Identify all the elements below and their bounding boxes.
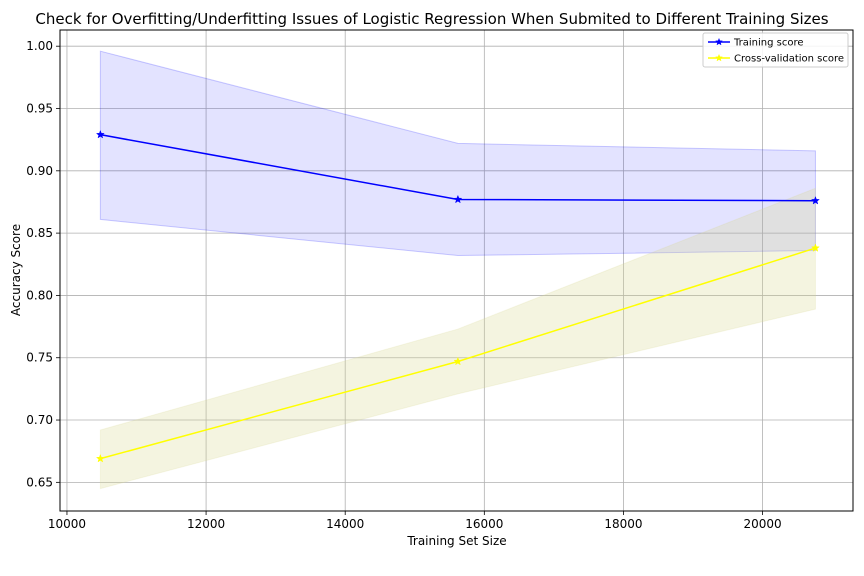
legend-marker-0 <box>714 37 724 46</box>
data-point-0 <box>95 129 105 139</box>
x-axis-label: Training Set Size <box>406 534 506 548</box>
x-tick-label: 18000 <box>604 517 642 531</box>
x-tick-label: 12000 <box>187 517 225 531</box>
x-tick-label: 14000 <box>326 517 364 531</box>
data-point-1 <box>95 453 105 463</box>
x-tick-label: 10000 <box>48 517 86 531</box>
y-tick-label: 0.75 <box>26 351 53 365</box>
y-tick-label: 0.80 <box>26 288 53 302</box>
series-lines <box>95 129 820 463</box>
band-1 <box>99 187 816 490</box>
data-point-1 <box>453 356 463 366</box>
plot-frame <box>59 29 854 512</box>
chart-title: Check for Overfitting/Underfitting Issue… <box>35 10 828 28</box>
x-tick-label: 20000 <box>743 517 781 531</box>
band-0 <box>99 50 816 257</box>
std-bands <box>99 50 816 490</box>
x-axis-ticks: 10000 12000 14000 16000 18000 20000 <box>48 511 782 531</box>
y-tick-label: 0.65 <box>26 475 53 489</box>
data-point-0 <box>810 196 820 205</box>
data-point-0 <box>453 194 463 204</box>
y-tick-label: 0.85 <box>26 226 53 240</box>
y-tick-label: 0.70 <box>26 413 53 427</box>
y-tick-label: 0.90 <box>26 164 53 178</box>
legend-box <box>702 32 849 68</box>
data-point-1 <box>810 243 820 252</box>
y-axis-ticks: 0.65 0.70 0.75 0.80 0.85 0.90 0.95 1.00 <box>26 39 60 489</box>
y-axis-label: Accuracy Score <box>9 224 23 316</box>
y-tick-label: 0.95 <box>26 102 53 116</box>
x-tick-label: 16000 <box>465 517 503 531</box>
legend-label-0: Training score <box>733 38 804 49</box>
legend-marker-1 <box>714 53 724 62</box>
y-tick-label: 1.00 <box>26 39 53 53</box>
legend: Training score Cross-validation score <box>702 32 849 68</box>
legend-label-1: Cross-validation score <box>734 54 844 65</box>
